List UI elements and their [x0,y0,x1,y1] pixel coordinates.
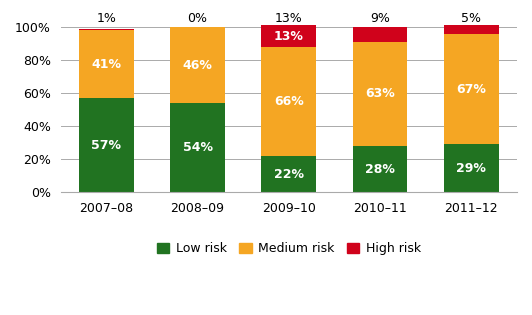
Text: 13%: 13% [275,12,303,25]
Text: 63%: 63% [365,88,395,100]
Bar [170,103,225,192]
Text: 9%: 9% [370,12,390,25]
Text: 67%: 67% [456,83,486,95]
Bar [353,27,408,42]
Text: 29%: 29% [456,162,486,175]
Text: 41%: 41% [91,58,121,71]
Text: 13%: 13% [274,30,304,43]
Bar [261,26,316,47]
Text: 46%: 46% [182,59,212,72]
Bar [170,27,225,103]
Bar [261,156,316,192]
Text: 22%: 22% [274,168,304,180]
Text: 1%: 1% [96,12,116,25]
Text: 5%: 5% [461,12,481,25]
Bar [79,29,134,30]
Text: 57%: 57% [91,139,121,152]
Bar [353,146,408,192]
Bar [79,98,134,192]
Bar [444,26,498,34]
Text: 66%: 66% [274,95,304,108]
Bar [79,30,134,98]
Bar [261,47,316,156]
Bar [444,144,498,192]
Text: 0%: 0% [187,12,207,25]
Bar [353,42,408,146]
Text: 28%: 28% [365,163,395,175]
Legend: Low risk, Medium risk, High risk: Low risk, Medium risk, High risk [152,237,426,260]
Bar [444,34,498,144]
Text: 54%: 54% [182,141,212,154]
